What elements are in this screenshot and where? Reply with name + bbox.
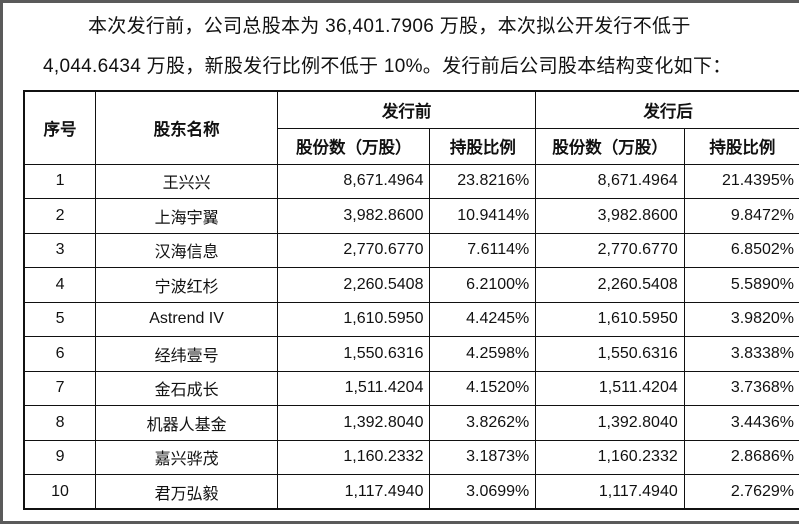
before-ratio: 23.8216% <box>429 163 537 199</box>
shareholder-name: 嘉兴骅茂 <box>95 439 279 475</box>
row-index: 7 <box>23 370 97 406</box>
before-ratio: 3.0699% <box>429 474 537 510</box>
after-ratio: 3.8338% <box>683 336 799 372</box>
after-ratio: 3.9820% <box>683 301 799 337</box>
before-ratio: 6.2100% <box>429 267 537 303</box>
before-ratio: 3.8262% <box>429 405 537 441</box>
document-page: 本次发行前，公司总股本为 36,401.7906 万股，本次拟公开发行不低于 4… <box>3 3 799 521</box>
header-after-shares: 股份数（万股） <box>535 127 685 165</box>
after-shares: 1,117.4940 <box>535 474 685 510</box>
before-shares: 1,610.5950 <box>277 301 431 337</box>
header-name: 股东名称 <box>95 90 279 165</box>
shareholder-name: 宁波红杉 <box>95 267 279 303</box>
after-ratio: 3.7368% <box>683 370 799 406</box>
shareholder-name: 王兴兴 <box>95 163 279 199</box>
before-shares: 1,160.2332 <box>277 439 431 475</box>
before-ratio: 10.9414% <box>429 198 537 234</box>
shareholder-name: 机器人基金 <box>95 405 279 441</box>
before-ratio: 4.2598% <box>429 336 537 372</box>
intro-line-1: 本次发行前，公司总股本为 36,401.7906 万股，本次拟公开发行不低于 <box>88 16 691 37</box>
header-before-ratio: 持股比例 <box>429 127 537 165</box>
after-ratio: 5.5890% <box>683 267 799 303</box>
intro-line-2: 4,044.6434 万股，新股发行比例不低于 10%。发行前后公司股本结构变化… <box>43 56 732 77</box>
after-shares: 1,610.5950 <box>535 301 685 337</box>
table-row: 10 君万弘毅 1,117.4940 3.0699% 1,117.4940 2.7629% <box>23 474 799 510</box>
after-shares: 8,671.4964 <box>535 163 685 199</box>
before-shares: 1,511.4204 <box>277 370 431 406</box>
after-ratio: 21.4395% <box>683 163 799 199</box>
after-shares: 2,260.5408 <box>535 267 685 303</box>
row-index: 1 <box>23 163 97 199</box>
shareholder-name: 上海宇翼 <box>95 198 279 234</box>
before-shares: 1,392.8040 <box>277 405 431 441</box>
before-ratio: 4.1520% <box>429 370 537 406</box>
header-after-ratio: 持股比例 <box>683 127 799 165</box>
before-ratio: 7.6114% <box>429 232 537 268</box>
row-index: 9 <box>23 439 97 475</box>
before-shares: 2,770.6770 <box>277 232 431 268</box>
before-ratio: 4.4245% <box>429 301 537 337</box>
before-shares: 2,260.5408 <box>277 267 431 303</box>
after-shares: 1,511.4204 <box>535 370 685 406</box>
before-shares: 1,117.4940 <box>277 474 431 510</box>
before-shares: 3,982.8600 <box>277 198 431 234</box>
table-row: 6 经纬壹号 1,550.6316 4.2598% 1,550.6316 3.8338% <box>23 336 799 372</box>
table-row: 3 汉海信息 2,770.6770 7.6114% 2,770.6770 6.8502% <box>23 232 799 268</box>
before-shares: 1,550.6316 <box>277 336 431 372</box>
row-index: 8 <box>23 405 97 441</box>
row-index: 3 <box>23 232 97 268</box>
after-shares: 1,160.2332 <box>535 439 685 475</box>
shareholder-name: 君万弘毅 <box>95 474 279 510</box>
header-index: 序号 <box>23 90 97 165</box>
before-shares: 8,671.4964 <box>277 163 431 199</box>
after-shares: 3,982.8600 <box>535 198 685 234</box>
table-row: 5 Astrend IV 1,610.5950 4.4245% 1,610.5950 3.… <box>23 301 799 337</box>
row-index: 2 <box>23 198 97 234</box>
before-ratio: 3.1873% <box>429 439 537 475</box>
header-before-shares: 股份数（万股） <box>277 127 431 165</box>
table-row: 8 机器人基金 1,392.8040 3.8262% 1,392.8040 3.4436% <box>23 405 799 441</box>
shareholder-name: 金石成长 <box>95 370 279 406</box>
row-index: 10 <box>23 474 97 510</box>
table-row: 9 嘉兴骅茂 1,160.2332 3.1873% 1,160.2332 2.8686% <box>23 439 799 475</box>
row-index: 4 <box>23 267 97 303</box>
shareholder-table: 序号 股东名称 发行前 发行后 股份数（万股） 持股比例 股份数（万股） 持股比… <box>23 90 799 510</box>
table-row: 1 王兴兴 8,671.4964 23.8216% 8,671.4964 21.4395% <box>23 163 799 199</box>
after-ratio: 2.7629% <box>683 474 799 510</box>
after-shares: 1,550.6316 <box>535 336 685 372</box>
after-shares: 2,770.6770 <box>535 232 685 268</box>
shareholder-name: 汉海信息 <box>95 232 279 268</box>
after-ratio: 2.8686% <box>683 439 799 475</box>
row-index: 5 <box>23 301 97 337</box>
after-ratio: 3.4436% <box>683 405 799 441</box>
shareholder-name: Astrend IV <box>95 301 279 337</box>
row-index: 6 <box>23 336 97 372</box>
after-shares: 1,392.8040 <box>535 405 685 441</box>
after-ratio: 9.8472% <box>683 198 799 234</box>
table-row: 7 金石成长 1,511.4204 4.1520% 1,511.4204 3.7368% <box>23 370 799 406</box>
table-row: 4 宁波红杉 2,260.5408 6.2100% 2,260.5408 5.5890% <box>23 267 799 303</box>
shareholder-name: 经纬壹号 <box>95 336 279 372</box>
header-before: 发行前 <box>277 90 537 129</box>
table-row: 2 上海宇翼 3,982.8600 10.9414% 3,982.8600 9.8472% <box>23 198 799 234</box>
after-ratio: 6.8502% <box>683 232 799 268</box>
header-after: 发行后 <box>535 90 799 129</box>
